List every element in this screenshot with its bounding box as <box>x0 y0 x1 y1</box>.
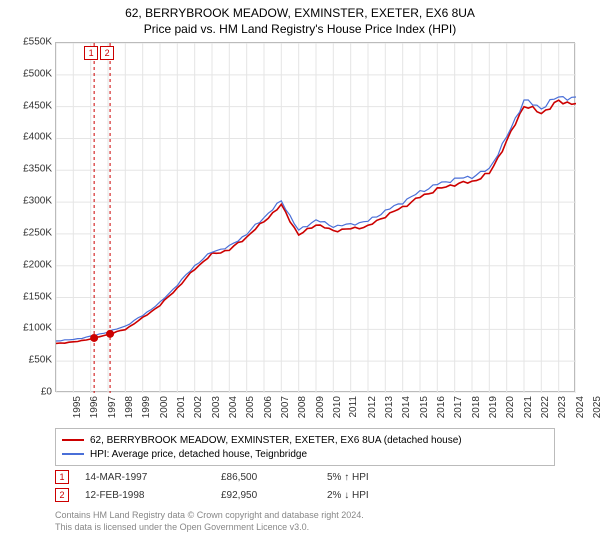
y-tick-label: £300K <box>23 196 52 207</box>
chart-event-marker-icon: 1 <box>84 46 98 60</box>
y-tick-label: £350K <box>23 164 52 175</box>
x-tick-label: 1996 <box>89 396 100 418</box>
events-table: 1 14-MAR-1997 £86,500 5% ↑ HPI 2 12-FEB-… <box>55 468 417 504</box>
y-tick-label: £500K <box>23 68 52 79</box>
legend-item: HPI: Average price, detached house, Teig… <box>62 447 548 461</box>
x-tick-label: 2017 <box>453 396 464 418</box>
x-tick-label: 2019 <box>488 396 499 418</box>
y-tick-label: £550K <box>23 37 52 48</box>
x-tick-label: 2000 <box>158 396 169 418</box>
x-tick-label: 1999 <box>141 396 152 418</box>
legend-swatch <box>62 439 84 441</box>
legend-swatch <box>62 453 84 455</box>
event-date: 14-MAR-1997 <box>85 472 205 483</box>
chart-title: 62, BERRYBROOK MEADOW, EXMINSTER, EXETER… <box>0 0 600 20</box>
chart-plot-area <box>55 42 575 392</box>
event-date: 12-FEB-1998 <box>85 490 205 501</box>
y-tick-label: £0 <box>41 387 52 398</box>
event-pct: 2% ↓ HPI <box>327 490 417 501</box>
y-tick-label: £100K <box>23 323 52 334</box>
footer-attribution: Contains HM Land Registry data © Crown c… <box>55 510 364 533</box>
legend-item: 62, BERRYBROOK MEADOW, EXMINSTER, EXETER… <box>62 433 548 447</box>
chart-event-markers: 12 <box>84 46 114 60</box>
x-tick-label: 2002 <box>193 396 204 418</box>
event-pct: 5% ↑ HPI <box>327 472 417 483</box>
x-tick-label: 2007 <box>280 396 291 418</box>
event-marker-icon: 2 <box>55 488 69 502</box>
chart-subtitle: Price paid vs. HM Land Registry's House … <box>0 20 600 40</box>
chart-svg <box>56 43 576 393</box>
x-tick-label: 2012 <box>366 396 377 418</box>
x-tick-label: 2006 <box>262 396 273 418</box>
x-tick-label: 2014 <box>401 396 412 418</box>
event-marker-icon: 1 <box>55 470 69 484</box>
y-tick-label: £150K <box>23 291 52 302</box>
x-tick-label: 2015 <box>418 396 429 418</box>
x-tick-label: 2021 <box>522 396 533 418</box>
x-tick-label: 2003 <box>210 396 221 418</box>
x-tick-label: 2022 <box>540 396 551 418</box>
x-tick-label: 2011 <box>348 396 359 418</box>
footer-line: This data is licensed under the Open Gov… <box>55 522 364 534</box>
legend-label: HPI: Average price, detached house, Teig… <box>90 449 307 460</box>
chart-container: 62, BERRYBROOK MEADOW, EXMINSTER, EXETER… <box>0 0 600 560</box>
x-tick-label: 2024 <box>574 396 585 418</box>
y-tick-label: £400K <box>23 132 52 143</box>
x-tick-label: 2001 <box>176 396 187 418</box>
event-row: 1 14-MAR-1997 £86,500 5% ↑ HPI <box>55 468 417 486</box>
y-tick-label: £200K <box>23 259 52 270</box>
x-tick-label: 2020 <box>505 396 516 418</box>
event-price: £92,950 <box>221 490 311 501</box>
x-tick-label: 1995 <box>72 396 83 418</box>
y-tick-label: £450K <box>23 100 52 111</box>
x-tick-label: 1997 <box>106 396 117 418</box>
x-tick-label: 2016 <box>436 396 447 418</box>
x-tick-label: 2004 <box>228 396 239 418</box>
x-tick-label: 2023 <box>557 396 568 418</box>
x-tick-label: 2018 <box>470 396 481 418</box>
x-tick-label: 2005 <box>245 396 256 418</box>
footer-line: Contains HM Land Registry data © Crown c… <box>55 510 364 522</box>
y-tick-label: £50K <box>29 355 52 366</box>
legend-label: 62, BERRYBROOK MEADOW, EXMINSTER, EXETER… <box>90 435 462 446</box>
x-tick-label: 2025 <box>592 396 600 418</box>
x-tick-label: 2008 <box>297 396 308 418</box>
legend-box: 62, BERRYBROOK MEADOW, EXMINSTER, EXETER… <box>55 428 555 466</box>
x-tick-label: 2009 <box>314 396 325 418</box>
event-price: £86,500 <box>221 472 311 483</box>
y-tick-label: £250K <box>23 227 52 238</box>
event-row: 2 12-FEB-1998 £92,950 2% ↓ HPI <box>55 486 417 504</box>
x-tick-label: 2010 <box>332 396 343 418</box>
x-tick-label: 1998 <box>124 396 135 418</box>
chart-event-marker-icon: 2 <box>100 46 114 60</box>
x-tick-label: 2013 <box>384 396 395 418</box>
